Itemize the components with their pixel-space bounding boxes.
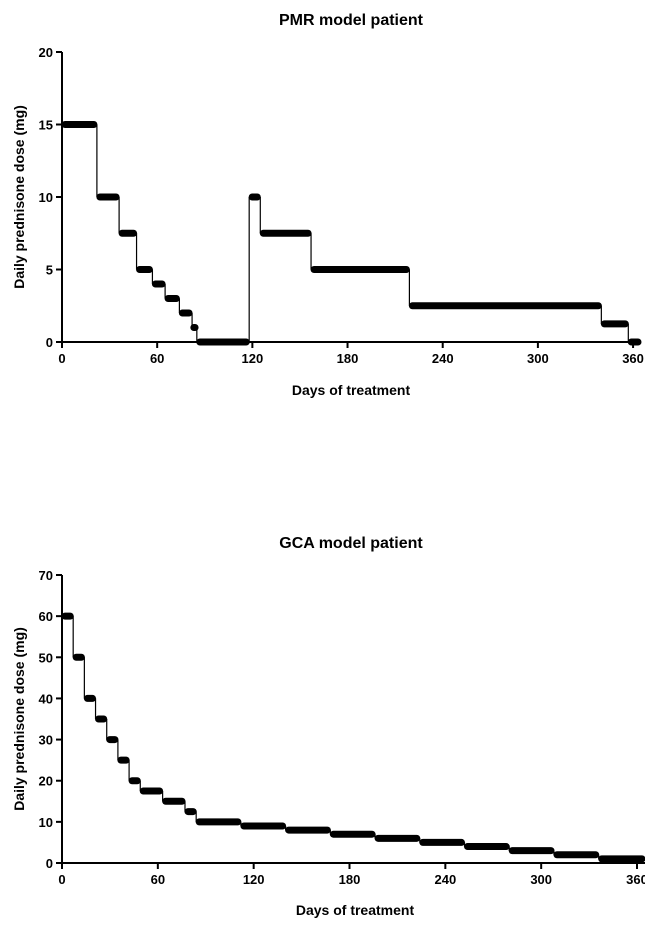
pmr-x-tick-label: 360 bbox=[622, 351, 644, 366]
gca-y-tick-label: 60 bbox=[39, 609, 53, 624]
pmr-x-tick-label: 300 bbox=[527, 351, 549, 366]
pmr-x-tick-label: 240 bbox=[432, 351, 454, 366]
gca-x-tick-label: 60 bbox=[151, 872, 165, 887]
gca-y-tick-label: 0 bbox=[46, 856, 53, 871]
pmr-y-tick-label: 20 bbox=[39, 45, 53, 60]
pmr-x-tick-label: 180 bbox=[337, 351, 359, 366]
pmr-x-tick-label: 60 bbox=[150, 351, 164, 366]
gca-chart-title: GCA model patient bbox=[279, 535, 423, 552]
gca-x-tick-label: 180 bbox=[339, 872, 361, 887]
gca-chart: GCA model patient Daily prednisone dose … bbox=[11, 535, 645, 918]
gca-y-tick-label: 40 bbox=[39, 691, 53, 706]
pmr-y-tick-label: 15 bbox=[39, 118, 53, 133]
pmr-y-tick-label: 0 bbox=[46, 335, 53, 350]
gca-y-tick-label: 70 bbox=[39, 568, 53, 583]
gca-y-tick-label: 10 bbox=[39, 815, 53, 830]
gca-x-tick-label: 360 bbox=[626, 872, 645, 887]
gca-y-tick-label: 50 bbox=[39, 650, 53, 665]
gca-x-tick-label: 0 bbox=[58, 872, 65, 887]
pmr-y-axis-label: Daily prednisone dose (mg) bbox=[11, 105, 27, 289]
pmr-chart-title: PMR model patient bbox=[279, 12, 424, 29]
gca-y-tick-label: 30 bbox=[39, 733, 53, 748]
pmr-y-tick-label: 5 bbox=[46, 263, 53, 278]
pmr-chart: PMR model patient Daily prednisone dose … bbox=[11, 12, 644, 398]
pmr-x-axis-label: Days of treatment bbox=[292, 382, 411, 398]
pmr-x-tick-label: 0 bbox=[58, 351, 65, 366]
gca-x-tick-label: 120 bbox=[243, 872, 265, 887]
gca-y-tick-label: 20 bbox=[39, 774, 53, 789]
gca-x-tick-label: 240 bbox=[434, 872, 456, 887]
pmr-x-tick-label: 120 bbox=[242, 351, 264, 366]
pmr-y-tick-label: 10 bbox=[39, 190, 53, 205]
gca-x-tick-label: 300 bbox=[530, 872, 552, 887]
gca-x-axis-label: Days of treatment bbox=[296, 902, 415, 918]
gca-y-axis-label: Daily prednisone dose (mg) bbox=[11, 627, 27, 811]
